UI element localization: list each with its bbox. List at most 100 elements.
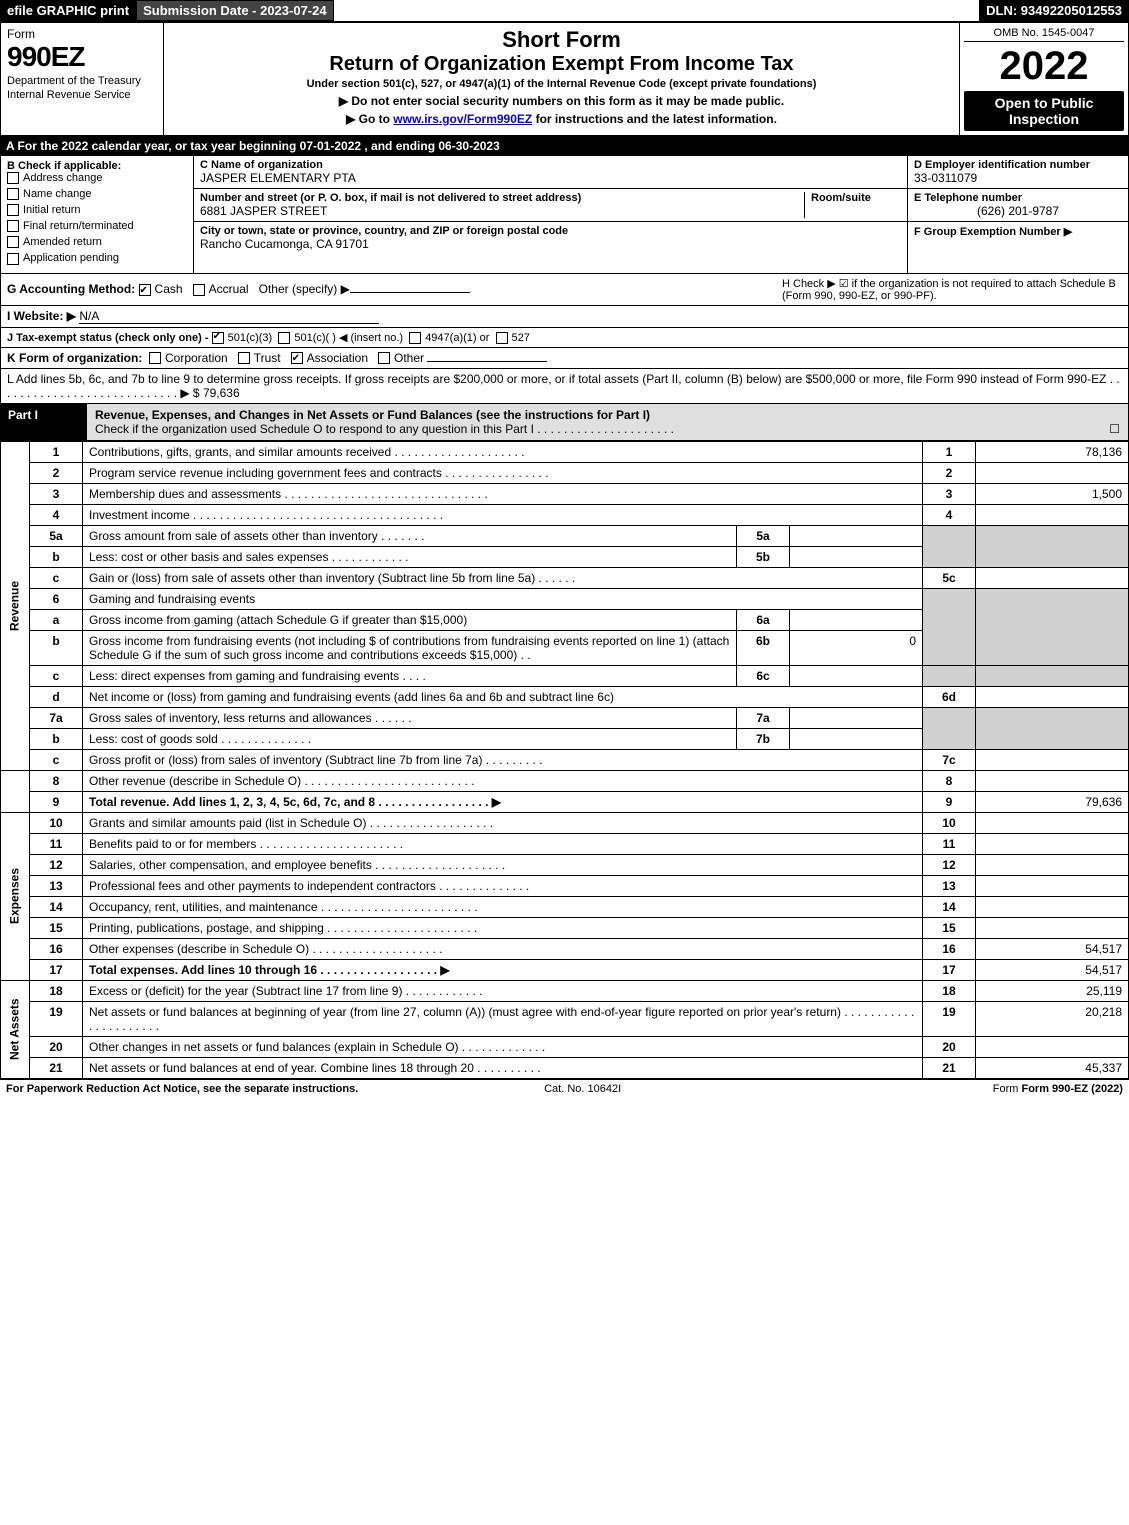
chk-pending[interactable] — [7, 253, 19, 265]
chk-initial[interactable] — [7, 204, 19, 216]
e-label: E Telephone number — [914, 192, 1122, 204]
part-i-check-line: Check if the organization used Schedule … — [95, 422, 674, 436]
org-city: Rancho Cucamonga, CA 91701 — [200, 237, 901, 251]
ln-ref: 5c — [923, 567, 976, 588]
table-row: 20 Other changes in net assets or fund b… — [1, 1036, 1129, 1057]
ln-val — [976, 504, 1129, 525]
org-name: JASPER ELEMENTARY PTA — [200, 171, 901, 185]
ln-val — [976, 567, 1129, 588]
ln-text: Gaming and fundraising events — [83, 588, 923, 609]
footer-left: For Paperwork Reduction Act Notice, see … — [6, 1083, 358, 1095]
chk-other-org[interactable] — [378, 352, 390, 364]
ln-val: 45,337 — [976, 1057, 1129, 1078]
submission-date: Submission Date - 2023-07-24 — [136, 0, 334, 21]
netassets-side-label: Net Assets — [1, 980, 30, 1078]
header-left: Form 990EZ Department of the Treasury In… — [1, 23, 164, 135]
part-i-checkbox[interactable]: ☐ — [1109, 422, 1120, 436]
ln-text: Salaries, other compensation, and employ… — [83, 854, 923, 875]
section-g: G Accounting Method: Cash Accrual Other … — [7, 282, 774, 296]
goto-pre: ▶ Go to — [346, 112, 393, 126]
section-i: I Website: ▶ N/A — [0, 306, 1129, 328]
i-label: I Website: ▶ — [7, 309, 76, 323]
ln-ref: 19 — [923, 1001, 976, 1036]
info-grid: B Check if applicable: Address change Na… — [0, 156, 1129, 274]
efile-label: efile GRAPHIC print — [0, 0, 136, 21]
chk-name-change[interactable] — [7, 188, 19, 200]
ln-ref: 14 — [923, 896, 976, 917]
ln-text: Other changes in net assets or fund bala… — [83, 1036, 923, 1057]
ln-num: 21 — [30, 1057, 83, 1078]
table-row: 4 Investment income . . . . . . . . . . … — [1, 504, 1129, 525]
table-row: 14 Occupancy, rent, utilities, and maint… — [1, 896, 1129, 917]
table-row: 19 Net assets or fund balances at beginn… — [1, 1001, 1129, 1036]
ln-num: c — [30, 665, 83, 686]
j-opt3: 4947(a)(1) or — [425, 332, 489, 344]
goto-line: ▶ Go to www.irs.gov/Form990EZ for instru… — [172, 112, 951, 126]
part-i-label: Part I — [0, 404, 86, 441]
room-label: Room/suite — [811, 192, 901, 204]
ln-text: Gross sales of inventory, less returns a… — [83, 707, 737, 728]
table-row: 7a Gross sales of inventory, less return… — [1, 707, 1129, 728]
chk-corp[interactable] — [149, 352, 161, 364]
ln-text: Contributions, gifts, grants, and simila… — [83, 441, 923, 462]
total-expenses-text: Total expenses. Add lines 10 through 16 … — [89, 963, 450, 977]
ln-subval — [790, 546, 923, 567]
omb-number: OMB No. 1545-0047 — [964, 27, 1124, 42]
c-city-label: City or town, state or province, country… — [200, 225, 901, 237]
ln-subval — [790, 728, 923, 749]
ln-num: 16 — [30, 938, 83, 959]
chk-address-change[interactable] — [7, 172, 19, 184]
f-label: F Group Exemption Number ▶ — [914, 225, 1122, 238]
chk-527[interactable] — [496, 332, 508, 344]
k-opt1: Corporation — [165, 351, 228, 365]
chk-amended[interactable] — [7, 236, 19, 248]
ln-ref: 20 — [923, 1036, 976, 1057]
chk-accrual[interactable] — [193, 284, 205, 296]
ln-sub: 5b — [737, 546, 790, 567]
ln-val: 20,218 — [976, 1001, 1129, 1036]
ln-sub: 6c — [737, 665, 790, 686]
j-label: J Tax-exempt status (check only one) - — [7, 332, 209, 344]
ln-num: 13 — [30, 875, 83, 896]
ln-ref: 16 — [923, 938, 976, 959]
ln-text: Investment income . . . . . . . . . . . … — [83, 504, 923, 525]
chk-final[interactable] — [7, 220, 19, 232]
ln-num: b — [30, 630, 83, 665]
chk-4947[interactable] — [409, 332, 421, 344]
revenue-side-label: Revenue — [1, 441, 30, 770]
ln-text: Gross income from gaming (attach Schedul… — [83, 609, 737, 630]
section-l: L Add lines 5b, 6c, and 7b to line 9 to … — [0, 369, 1129, 404]
ln-ref: 13 — [923, 875, 976, 896]
g-other: Other (specify) ▶ — [259, 282, 350, 296]
phone-value: (626) 201-9787 — [914, 204, 1122, 218]
chk-trust[interactable] — [238, 352, 250, 364]
goto-post: for instructions and the latest informat… — [532, 112, 777, 126]
ln-num: 9 — [30, 791, 83, 812]
chk-assoc[interactable] — [291, 352, 303, 364]
shade-cell — [976, 525, 1129, 567]
ln-subval — [790, 665, 923, 686]
table-row: 21 Net assets or fund balances at end of… — [1, 1057, 1129, 1078]
table-row: 15 Printing, publications, postage, and … — [1, 917, 1129, 938]
ln-num: 7a — [30, 707, 83, 728]
ln-ref: 3 — [923, 483, 976, 504]
ln-ref: 1 — [923, 441, 976, 462]
part-i-title-text: Revenue, Expenses, and Changes in Net As… — [95, 408, 650, 422]
k-opt2: Trust — [254, 351, 281, 365]
shade-cell — [923, 588, 976, 665]
chk-cash[interactable] — [139, 284, 151, 296]
table-row: 17 Total expenses. Add lines 10 through … — [1, 959, 1129, 980]
section-c: C Name of organization JASPER ELEMENTARY… — [194, 156, 907, 273]
chk-501c[interactable] — [278, 332, 290, 344]
c-name-label: C Name of organization — [200, 159, 901, 171]
irs-link[interactable]: www.irs.gov/Form990EZ — [393, 112, 532, 126]
table-row: c Less: direct expenses from gaming and … — [1, 665, 1129, 686]
part-i-header-row: Part I Revenue, Expenses, and Changes in… — [0, 404, 1129, 441]
table-row: 5a Gross amount from sale of assets othe… — [1, 525, 1129, 546]
ln-ref: 15 — [923, 917, 976, 938]
chk-501c3[interactable] — [212, 332, 224, 344]
expenses-side-label: Expenses — [1, 812, 30, 980]
table-row: 3 Membership dues and assessments . . . … — [1, 483, 1129, 504]
ln-ref: 9 — [923, 791, 976, 812]
table-row: c Gross profit or (loss) from sales of i… — [1, 749, 1129, 770]
